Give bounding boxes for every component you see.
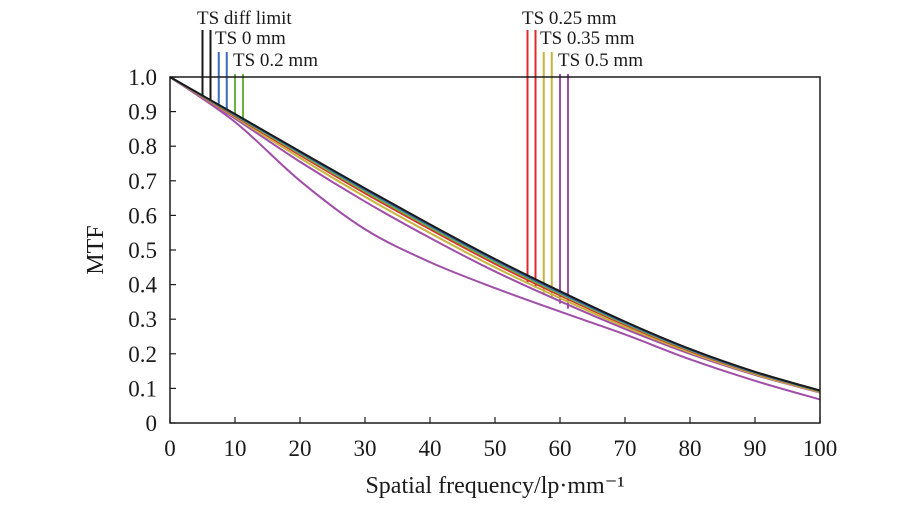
x-tick-label: 70 (614, 436, 637, 461)
y-tick-label: 1.0 (128, 65, 157, 90)
legend-label: TS 0.5 mm (558, 50, 643, 71)
series-line-0 (169, 76, 821, 392)
y-tick-label: 0.3 (128, 307, 157, 332)
y-tick-label: 0.6 (128, 203, 157, 228)
x-tick-label: 30 (354, 436, 377, 461)
series-line-6 (169, 76, 821, 393)
y-tick-label: 0.2 (128, 342, 157, 367)
series-line-5 (169, 76, 821, 394)
series-line-3 (169, 76, 821, 393)
legend-label: TS 0.35 mm (540, 28, 635, 49)
x-tick-label: 100 (803, 436, 838, 461)
x-tick-label: 50 (484, 436, 507, 461)
y-tick-label: 0.9 (128, 100, 157, 125)
x-tick-label: 10 (224, 436, 247, 461)
y-tick-label: 0.1 (128, 376, 157, 401)
y-tick-label: 0.7 (128, 169, 157, 194)
legend-label: TS diff limit (197, 8, 292, 29)
y-axis: 0 0.1 0.2 0.3 0.4 0.5 0.6 0.7 0.8 0.9 1.0 (128, 65, 176, 436)
curves (169, 76, 821, 401)
legend-label: TS 0.2 mm (233, 50, 318, 71)
x-tick-label: 40 (419, 436, 442, 461)
x-tick-label: 80 (679, 436, 702, 461)
series-line-4 (169, 76, 821, 394)
x-tick-label: 20 (289, 436, 312, 461)
x-tick-label: 0 (164, 436, 176, 461)
x-axis-title: Spatial frequency/lp·mm⁻¹ (365, 473, 624, 499)
y-tick-label: 0.5 (128, 238, 157, 263)
y-axis-title: MTF (83, 225, 109, 274)
series-line-7 (169, 76, 821, 401)
series-line-2 (169, 76, 821, 393)
x-tick-label: 60 (549, 436, 572, 461)
y-tick-label: 0.8 (128, 134, 157, 159)
x-tick-label: 90 (744, 436, 767, 461)
legend-label: TS 0.25 mm (522, 8, 617, 29)
x-axis: 0 10 20 30 40 50 60 70 80 90 100 (164, 417, 837, 461)
legend-label: TS 0 mm (215, 28, 286, 49)
series-line-1 (169, 76, 821, 392)
y-tick-label: 0.4 (128, 273, 157, 298)
y-tick-label: 0 (146, 411, 158, 436)
